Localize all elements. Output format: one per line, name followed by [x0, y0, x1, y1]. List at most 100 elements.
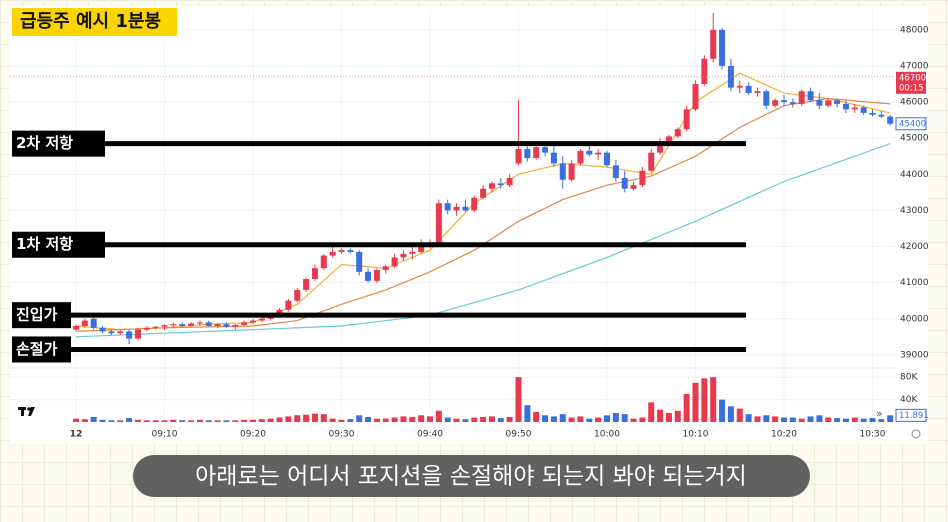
x-tick-label: 12 — [70, 430, 83, 440]
candle-body — [674, 129, 681, 137]
x-tick-label: 10:00 — [594, 430, 620, 440]
candle-body — [648, 152, 655, 171]
volume-bar — [577, 416, 584, 422]
volume-bar — [869, 418, 876, 422]
candle-body — [170, 324, 177, 326]
candle-body — [683, 109, 690, 130]
volume-bar — [568, 417, 575, 422]
title-box — [12, 8, 177, 36]
volume-bar — [789, 417, 796, 422]
volume-bar — [338, 419, 345, 422]
volume-bar — [391, 417, 398, 422]
ref-price-box — [896, 71, 926, 94]
candle-body — [878, 114, 885, 117]
volume-bar — [887, 415, 894, 422]
volume-bar — [727, 406, 734, 422]
volume-bar — [559, 414, 566, 422]
volume-bar — [648, 402, 655, 422]
candle-body — [205, 322, 212, 326]
candle-body — [515, 149, 522, 164]
candle-body — [285, 300, 292, 310]
last-price-box — [895, 117, 927, 131]
candle-body — [311, 268, 318, 280]
volume-bar — [816, 415, 823, 422]
volume-bar — [533, 411, 540, 422]
volume-bar — [710, 377, 717, 422]
candle-body — [391, 257, 398, 267]
volume-bar — [692, 382, 699, 422]
volume-bar — [763, 415, 770, 422]
level-label: 손절가 — [16, 340, 58, 358]
candle-body — [657, 141, 664, 153]
volume-bar — [736, 408, 743, 422]
candle-body — [488, 183, 495, 189]
candle-body — [373, 270, 380, 281]
candle-body — [409, 251, 416, 254]
volume-bar — [143, 420, 150, 422]
volume-bar — [807, 416, 814, 422]
level-label-box — [12, 130, 105, 157]
volume-bar — [851, 417, 858, 422]
scroll-arrow[interactable]: » — [876, 407, 883, 420]
x-tick-label: 10:30 — [860, 430, 886, 440]
settings-icon[interactable] — [911, 429, 921, 439]
x-tick-label: 09:20 — [240, 430, 266, 440]
x-tick-label: 09:10 — [152, 430, 178, 440]
volume-bar — [285, 416, 292, 422]
candle-body — [665, 136, 672, 142]
volume-bar — [373, 418, 380, 422]
level-label-box — [12, 336, 71, 363]
volume-bar — [126, 418, 133, 422]
candle-body — [550, 152, 557, 164]
volume-bar — [161, 420, 168, 422]
candle-body — [117, 331, 124, 334]
candle-body — [816, 100, 823, 106]
candle-body — [577, 150, 584, 164]
candle-body — [736, 85, 743, 88]
volume-bar — [320, 414, 327, 422]
volume-bar — [639, 417, 646, 422]
candle-body — [320, 255, 327, 269]
candle-body — [223, 324, 230, 327]
volume-bar — [418, 415, 425, 422]
candle-body — [418, 244, 425, 252]
volume-bar — [134, 419, 141, 422]
candle-body — [471, 197, 478, 211]
volume-bar — [303, 414, 310, 422]
candle-body — [232, 324, 239, 327]
candle-body — [73, 325, 79, 330]
volume-bar — [250, 419, 256, 422]
volume-bar — [550, 416, 557, 422]
volume-bar — [73, 418, 79, 422]
candle-body — [347, 250, 354, 252]
volume-bar — [152, 420, 159, 422]
candle-body — [772, 100, 779, 106]
candle-body — [258, 318, 265, 321]
candle-body — [143, 327, 150, 330]
volume-bar — [347, 419, 354, 422]
candle-body — [719, 29, 726, 66]
candle-body — [807, 91, 814, 101]
x-tick-label: 09:30 — [329, 430, 355, 440]
candle-body — [559, 163, 566, 180]
candle-body — [435, 203, 442, 243]
volume-bar — [205, 420, 212, 422]
volume-bar — [435, 410, 442, 422]
candle-body — [188, 323, 195, 326]
volume-tick-label: 40K — [900, 395, 918, 405]
candle-body — [196, 322, 203, 324]
y-tick-label: 46000 — [900, 98, 929, 108]
volume-bar — [196, 419, 203, 422]
volume-bar — [825, 417, 832, 422]
volume-bar — [630, 418, 637, 422]
volume-bar — [772, 416, 779, 422]
y-tick-label: 43000 — [900, 206, 929, 216]
candle-body — [781, 100, 787, 103]
candle-body — [842, 103, 849, 110]
level-label: 진입가 — [16, 306, 58, 324]
volume-tick-label: 80K — [900, 373, 918, 383]
candle-body — [250, 320, 256, 323]
